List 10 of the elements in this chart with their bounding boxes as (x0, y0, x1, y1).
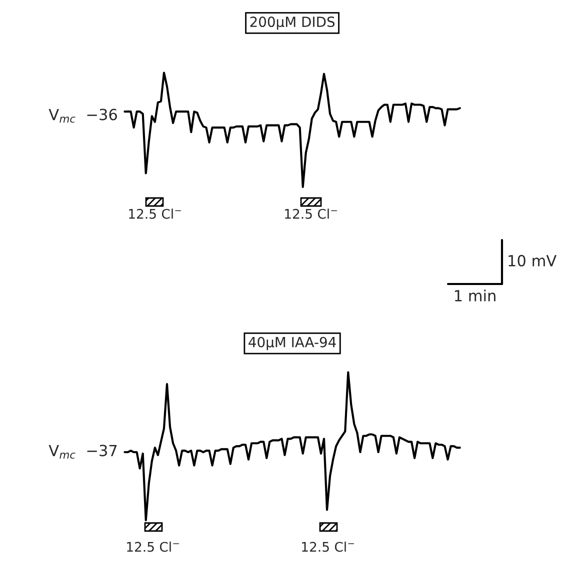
text: 12.5 Cl$^{−}$ (302, 542, 354, 552)
chart-title: 200μM DIDS (250, 16, 335, 30)
text: 12.5 Cl$^{−}$ (127, 542, 179, 552)
text: 1 min (454, 290, 496, 302)
chart-title: 40μM IAA-94 (248, 336, 336, 350)
text: 12.5 Cl$^{−}$ (129, 208, 181, 219)
text: 10 mV (508, 254, 557, 266)
text: V$_{mc}$ −36 (48, 108, 117, 123)
text: V$_{mc}$ −37 (48, 444, 117, 459)
text: 12.5 Cl$^{−}$ (285, 208, 337, 219)
